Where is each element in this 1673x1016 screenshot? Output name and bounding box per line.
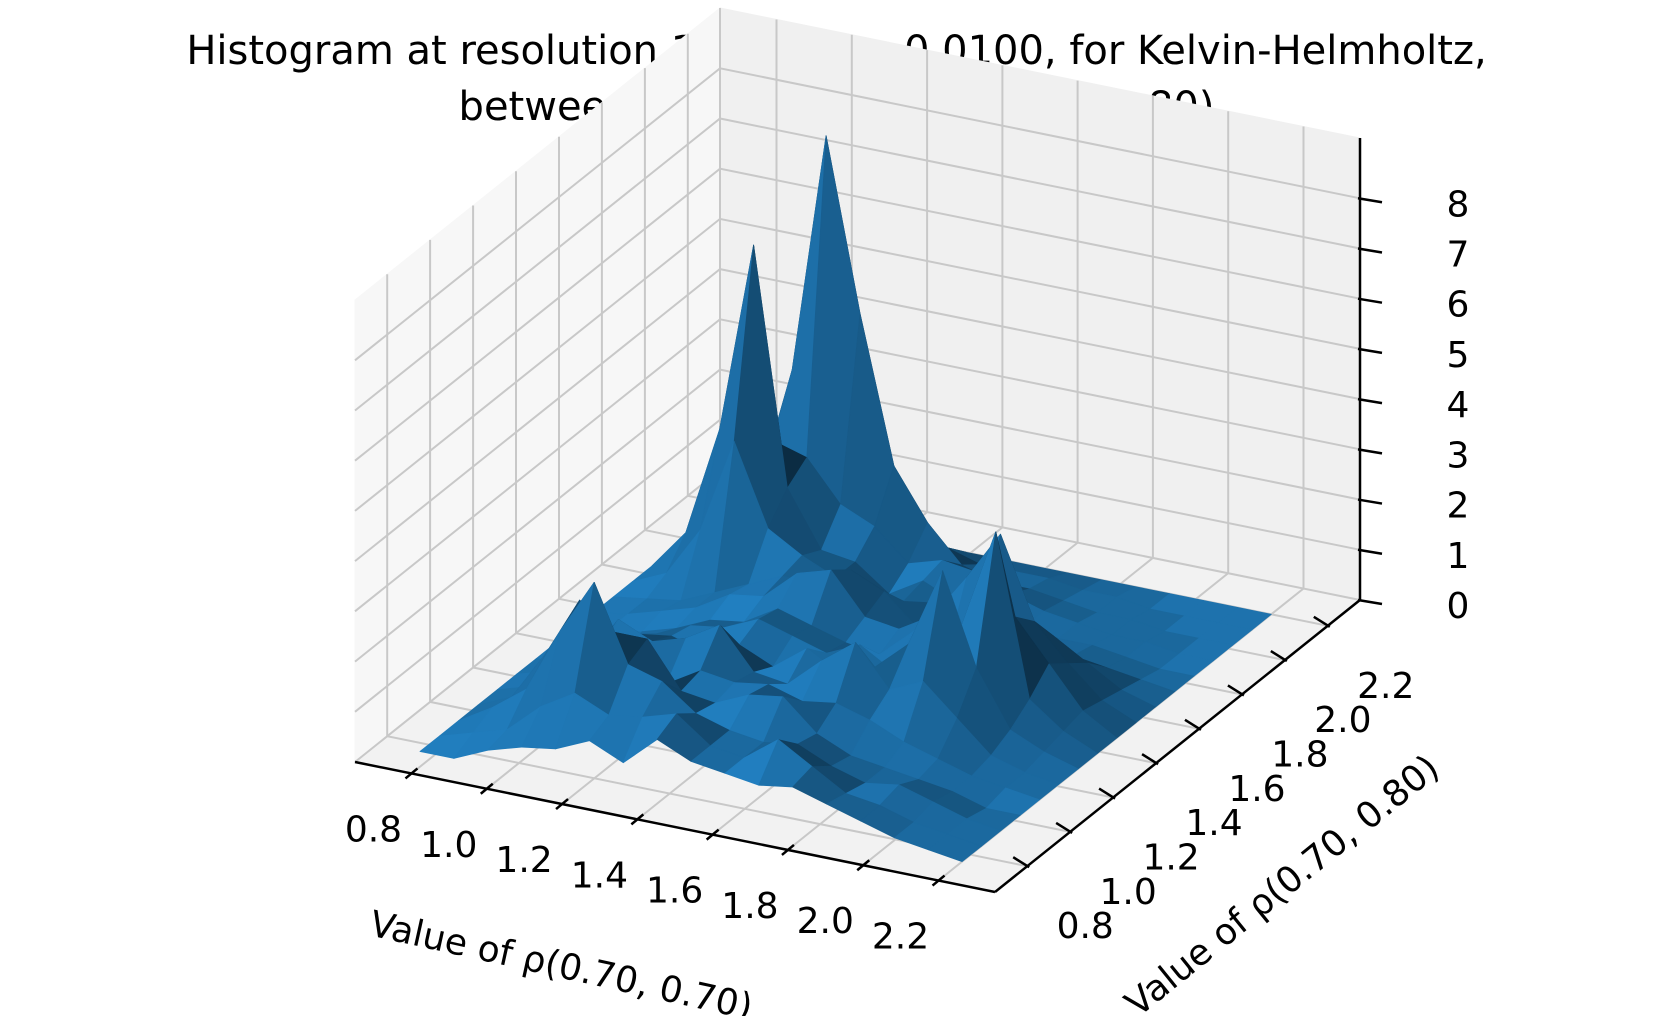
surface-mesh (419, 135, 1272, 862)
z-tick (1357, 598, 1383, 606)
y-tick-label: 1.2 (1142, 838, 1199, 879)
x-tick (479, 782, 494, 795)
y-tick (1227, 684, 1245, 697)
x-tick (404, 767, 419, 780)
y-tick-label: 1.4 (1185, 803, 1242, 844)
x-tick-label: 1.8 (721, 886, 778, 927)
y-tick-label: 1.6 (1228, 769, 1285, 810)
x-tick-label: 2.0 (797, 901, 854, 942)
z-tick-label: 4 (1447, 385, 1470, 426)
z-tick (1357, 498, 1383, 505)
z-tick (1357, 347, 1383, 355)
x-tick-label: 2.2 (872, 917, 929, 958)
y-tick (1141, 753, 1159, 766)
z-tick (1357, 397, 1383, 405)
x-tick-label: 1.4 (571, 855, 628, 896)
z-tick-label: 8 (1447, 184, 1470, 225)
x-tick-label: 0.8 (345, 809, 402, 850)
y-tick-label: 2.0 (1314, 700, 1371, 741)
y-tick-label: 2.2 (1357, 666, 1414, 707)
y-tick (1313, 615, 1331, 628)
z-tick (1357, 197, 1383, 204)
x-tick-label: 1.2 (495, 840, 552, 881)
x-tick-label: 1.0 (420, 825, 477, 866)
x-tick (856, 859, 871, 872)
z-tick-label: 5 (1447, 335, 1470, 376)
z-tick-label: 7 (1447, 234, 1470, 275)
y-tick (1055, 821, 1073, 834)
x-tick-label: 1.6 (646, 871, 703, 912)
axis-lines (354, 138, 1362, 894)
y-tick (1184, 718, 1202, 731)
y-tick-label: 1.8 (1271, 734, 1328, 775)
axis-ticks: 0.8 1.0 1.2 1.4 1.6 1.8 2.0 2.2 0.81.01.21.41.61… (345, 184, 1470, 957)
z-tick-label: 2 (1447, 486, 1470, 527)
x-axis-line (354, 760, 996, 894)
x-tick (781, 843, 795, 856)
x-tick (630, 813, 645, 826)
z-tick-label: 3 (1447, 435, 1470, 476)
z-tick-label: 6 (1447, 285, 1470, 326)
x-tick (705, 828, 720, 841)
z-tick (1357, 548, 1383, 556)
z-tick (1357, 247, 1383, 254)
y-tick (1098, 787, 1116, 800)
y-tick (1012, 856, 1030, 869)
x-tick (555, 798, 569, 811)
z-tick (1357, 448, 1383, 455)
y-tick-label: 1.0 (1100, 872, 1157, 913)
x-axis-label: Value of ρ(0.70, 0.70) (366, 904, 756, 1016)
z-tick-label: 1 (1447, 536, 1470, 577)
z-tick-label: 0 (1447, 586, 1470, 627)
y-axis-line (994, 599, 1361, 893)
z-tick (1357, 297, 1383, 304)
y-tick (1270, 650, 1288, 663)
y-tick-label: 0.8 (1057, 906, 1114, 947)
surface-facet (927, 833, 982, 862)
x-tick (931, 874, 946, 887)
